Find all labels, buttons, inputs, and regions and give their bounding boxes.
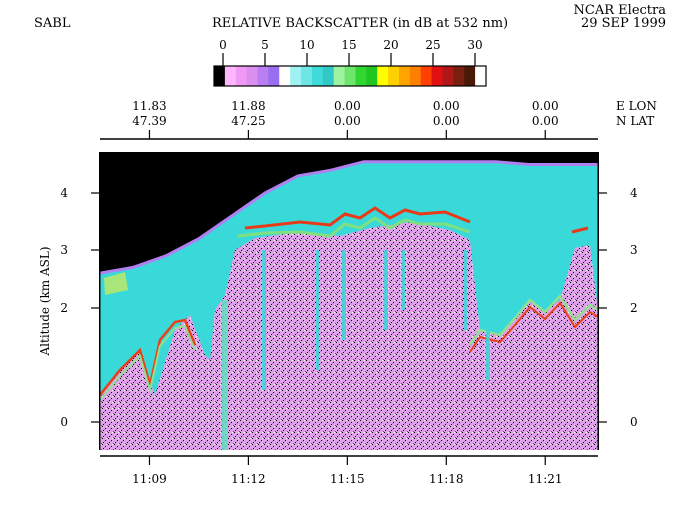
colorbar-swatch: [453, 66, 465, 86]
low-layer-edge-red: [100, 318, 197, 396]
colorbar-frame: [213, 65, 487, 87]
lon-tick-label: 11.83: [132, 99, 166, 113]
colorbar-swatch: [311, 66, 324, 86]
low-layer-edge-green: [100, 324, 196, 401]
colorbar-tick-label: 25: [425, 38, 440, 52]
y-axis-title: Altitude (km ASL): [38, 247, 52, 357]
lon-axis-label: E LON: [616, 99, 657, 113]
colorbar-swatch: [279, 66, 291, 86]
colorbar-swatch: [366, 66, 378, 86]
lat-tick-label: 0.00: [433, 114, 460, 128]
lon-tick-label: 0.00: [433, 99, 460, 113]
y-tick-label-left: 3: [60, 243, 68, 257]
colorbar-swatch: [268, 66, 280, 86]
y-tick-label-right: 2: [630, 301, 638, 315]
x-tick-label: 11:09: [132, 472, 167, 486]
lat-tick-label: 0.00: [334, 114, 361, 128]
plot-frame-left: [99, 152, 101, 450]
colorbar-swatch: [290, 66, 302, 86]
lon-tick-label: 11.88: [231, 99, 265, 113]
colorbar-swatch: [464, 66, 476, 86]
green-aerosol-patch: [104, 272, 128, 295]
colorbar-swatch: [377, 66, 389, 86]
lon-tick-label: 0.00: [334, 99, 361, 113]
colorbar-swatch: [246, 66, 259, 86]
x-tick-label: 11:15: [330, 472, 365, 486]
colorbar-tick-label: 10: [299, 38, 314, 52]
y-axis-left: 0 2 3 4: [60, 186, 100, 429]
top-right-layer-red: [571, 226, 589, 234]
colorbar-swatch: [355, 66, 367, 86]
lat-tick-label: 0.00: [532, 114, 559, 128]
x-tick-label: 11:21: [528, 472, 563, 486]
x-axis: 11:09 11:12 11:15 11:18 11:21: [100, 455, 598, 486]
backscatter-heatmap: [100, 152, 598, 450]
position-axis: 11.8347.3911.8847.250.000.000.000.000.00…: [100, 99, 657, 140]
colorbar-swatch: [333, 66, 346, 86]
colorbar-swatch: [235, 66, 248, 86]
x-tick-label: 11:12: [231, 472, 266, 486]
colorbar-swatch: [431, 66, 443, 86]
lat-axis-label: N LAT: [616, 114, 654, 128]
y-tick-label-right: 4: [630, 186, 638, 200]
colorbar-swatch: [301, 66, 313, 86]
lat-tick-label: 47.25: [231, 114, 265, 128]
colorbar-swatch: [224, 66, 237, 86]
colorbar-swatch: [344, 66, 356, 86]
y-axis-right: 0 2 3 4: [598, 186, 638, 429]
colorbar-swatch: [388, 66, 400, 86]
colorbar-tick-label: 0: [219, 38, 227, 52]
colorbar-tick-label: 15: [341, 38, 356, 52]
aerosol-layer-top-red: [244, 206, 471, 230]
plot-frame-right: [597, 152, 599, 450]
aircraft-altitude-line: [100, 160, 598, 275]
platform-label: NCAR Electra: [573, 3, 666, 18]
colorbar-swatch: [420, 66, 433, 86]
aerosol-layer-top-green: [237, 216, 471, 238]
instrument-label: SABL: [34, 16, 71, 31]
colorbar-swatch: [475, 66, 487, 86]
y-tick-label-right: 0: [630, 415, 638, 429]
colorbar-swatch: [409, 66, 422, 86]
colorbar-swatch: [322, 66, 335, 86]
colorbar-swatch: [442, 66, 454, 86]
vertical-cyan-streaks: [222, 240, 490, 450]
colorbar-tick-label: 20: [383, 38, 398, 52]
colorbar-tick-label: 30: [467, 38, 482, 52]
x-tick-label: 11:18: [429, 472, 464, 486]
y-tick-label-left: 2: [60, 301, 68, 315]
date-label: 29 SEP 1999: [580, 16, 666, 31]
y-tick-label-right: 3: [630, 243, 638, 257]
colorbar-swatch: [214, 66, 226, 86]
lat-tick-label: 47.39: [132, 114, 166, 128]
colorbar-swatch: [257, 66, 269, 86]
colorbar-swatch: [398, 66, 411, 86]
y-tick-label-left: 4: [60, 186, 68, 200]
y-tick-label-left: 0: [60, 415, 68, 429]
colorbar-tick-label: 5: [261, 38, 269, 52]
colorbar: 0 5 10 15 20 25 30: [213, 38, 487, 87]
colorbar-title: RELATIVE BACKSCATTER (in dB at 532 nm): [212, 16, 509, 31]
lon-tick-label: 0.00: [532, 99, 559, 113]
